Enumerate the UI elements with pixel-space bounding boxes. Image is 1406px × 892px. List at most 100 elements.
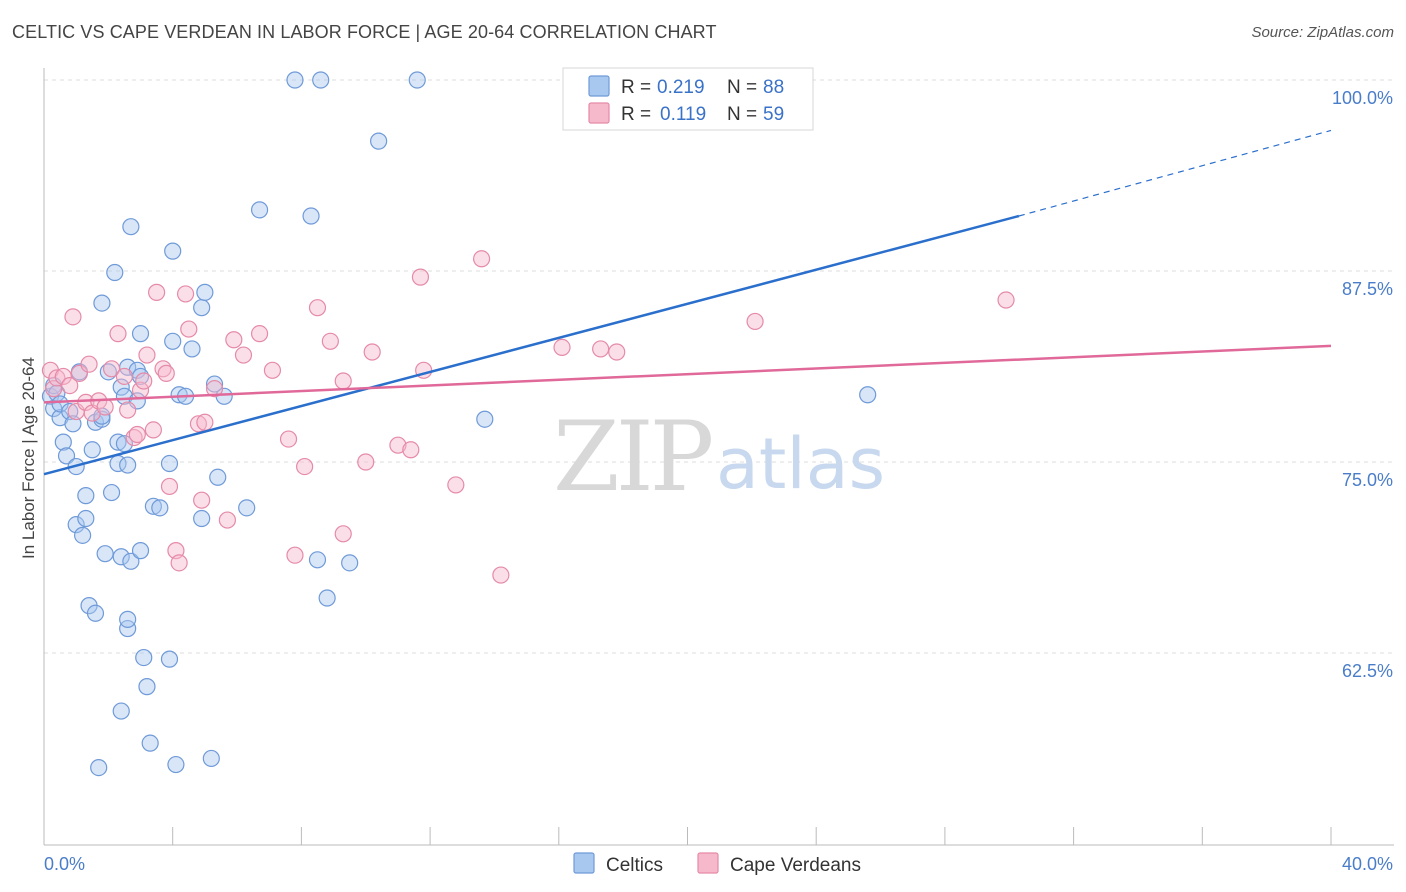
celtics-point-45: [131, 542, 150, 560]
cape-point-26: [160, 477, 179, 496]
cape-point-50: [402, 441, 420, 459]
bottom-legend-celtics: Celtics: [606, 855, 663, 876]
watermark: ZIP atlas: [553, 401, 885, 513]
y-tick-label-0: 62.5%: [1342, 661, 1393, 681]
celtics-point-48: [141, 734, 159, 752]
y-tick-label-2: 87.5%: [1342, 279, 1393, 299]
cape-point-36: [225, 331, 243, 349]
celtics-point-35: [119, 619, 137, 638]
y-axis-label: In Labor Force | Age 20-64: [19, 357, 38, 559]
cape-point-45: [334, 372, 352, 390]
celtics-point-71: [318, 589, 336, 607]
legend-n-value-1: 88: [763, 77, 784, 98]
cape-point-2: [48, 369, 66, 387]
celtics-point-76: [476, 410, 494, 428]
celtics-point-17: [83, 441, 101, 459]
celtics-point-40: [122, 218, 140, 236]
celtics-trend-extension: [1018, 129, 1332, 217]
y-tick-label-1: 75.0%: [1342, 470, 1393, 490]
celtics-point-74: [370, 132, 388, 150]
legend-r-value-1: 0.219: [657, 77, 705, 98]
y-tick-labels: 62.5% 75.0% 87.5% 100.0%: [1332, 88, 1393, 681]
cape-point-29: [176, 285, 195, 303]
cape-point-23: [148, 283, 166, 301]
cape-point-59: [746, 312, 764, 331]
celtics-point-32: [112, 548, 130, 566]
cape-point-3: [54, 367, 72, 386]
cape-point-55: [492, 566, 510, 584]
grid-lines: [44, 79, 1394, 654]
cape-point-54: [472, 250, 491, 268]
cape-point-8: [77, 393, 95, 412]
cape-point-57: [592, 340, 610, 358]
celtics-point-47: [138, 678, 156, 696]
watermark-zip: ZIP: [553, 401, 712, 513]
cape-point-31: [189, 415, 208, 433]
cape-point-18: [128, 425, 146, 444]
cape-point-33: [196, 413, 214, 431]
cape-point-60: [997, 291, 1015, 309]
celtics-point-70: [308, 551, 327, 569]
cape-point-41: [286, 546, 304, 564]
legend-n-label-1: N =: [727, 77, 757, 98]
celtics-point-26: [102, 483, 121, 502]
celtics-point-14: [77, 487, 95, 505]
cape-point-42: [296, 457, 314, 476]
cape-point-15: [115, 367, 134, 386]
y-tick-label-3: 100.0%: [1332, 88, 1393, 108]
celtics-point-66: [238, 499, 256, 517]
celtics-point-19: [86, 604, 105, 622]
cape-point-51: [411, 268, 430, 286]
celtics-point-21: [93, 294, 111, 312]
bottom-legend-cape: Cape Verdeans: [730, 855, 861, 876]
source-label: Source: ZipAtlas.com: [1251, 24, 1394, 41]
celtics-point-46: [135, 648, 153, 667]
cape-point-20: [135, 372, 153, 390]
celtics-point-27: [106, 263, 124, 282]
celtics-point-72: [312, 71, 330, 89]
celtics-point-75: [408, 71, 426, 89]
cape-point-48: [363, 343, 381, 361]
celtics-point-52: [160, 650, 179, 668]
celtics-point-39: [122, 552, 140, 570]
celtics-point-30: [112, 702, 130, 720]
celtics-point-61: [196, 283, 214, 301]
celtics-point-36: [119, 610, 137, 628]
cape-point-47: [357, 453, 375, 471]
cape-point-39: [263, 361, 282, 379]
cape-point-34: [205, 380, 224, 398]
legend-r-label-1: R =: [621, 77, 651, 98]
celtics-point-50: [151, 499, 169, 517]
celtics-point-62: [202, 749, 220, 768]
cape-point-14: [109, 325, 127, 343]
stats-legend: R = 0.219 N = 88 R = 0.119 N = 59: [562, 67, 814, 131]
celtics-point-58: [183, 340, 201, 358]
celtics-point-63: [205, 375, 224, 393]
celtics-point-56: [170, 386, 188, 404]
celtics-point-24: [99, 363, 117, 381]
trend-lines: [43, 129, 1332, 476]
celtics-point-69: [302, 207, 320, 225]
cape-point-53: [447, 476, 465, 494]
celtics-point-51: [160, 454, 179, 473]
cape-point-21: [138, 346, 156, 364]
celtics-point-73: [341, 554, 359, 572]
cape-point-56: [553, 338, 571, 356]
celtics-point-60: [193, 299, 211, 317]
celtics-point-49: [144, 497, 162, 515]
cape-point-46: [334, 525, 352, 543]
cape-point-32: [193, 491, 211, 509]
celtics-point-20: [90, 758, 108, 777]
cape-point-25: [157, 364, 175, 382]
cape-point-22: [144, 421, 162, 439]
cape-points: [41, 250, 1015, 584]
cape-point-35: [218, 511, 236, 529]
series-legend: Celtics Cape Verdeans: [573, 852, 861, 876]
celtics-point-59: [193, 509, 211, 528]
cape-point-30: [180, 320, 198, 338]
celtics-point-38: [119, 456, 137, 474]
celtics-point-28: [109, 433, 127, 451]
axes: [43, 68, 1394, 846]
cape-point-4: [61, 377, 79, 395]
